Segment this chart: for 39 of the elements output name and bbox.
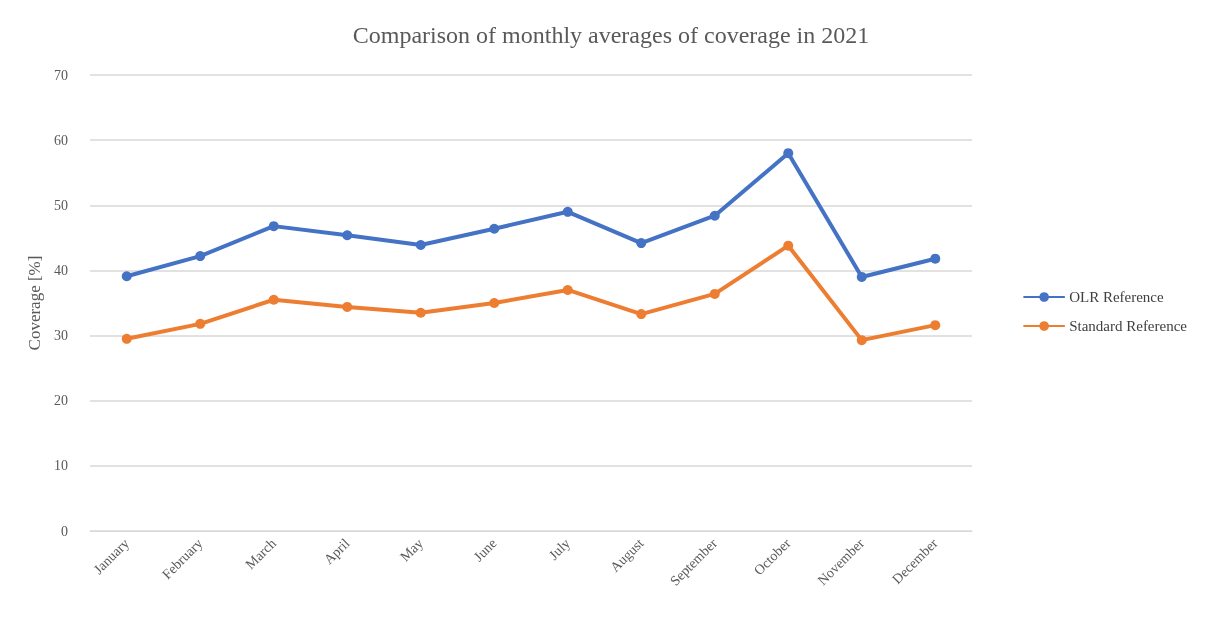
- point: [489, 298, 500, 308]
- point: [783, 240, 794, 251]
- x-tick-label: June: [470, 535, 500, 565]
- x-tick-label: May: [397, 535, 427, 565]
- point: [930, 253, 941, 264]
- y-tick-label: 40: [54, 262, 68, 278]
- y-tick-label: 20: [54, 393, 68, 409]
- legend-label: Standard Reference: [1069, 318, 1188, 334]
- y-axis-title: Coverage [%]: [25, 255, 45, 351]
- point: [636, 309, 647, 320]
- point: [415, 240, 426, 251]
- point: [268, 221, 279, 232]
- point: [636, 238, 647, 249]
- point: [856, 335, 867, 346]
- y-tick-label: 60: [54, 132, 68, 148]
- y-tick-label: 0: [61, 523, 68, 539]
- legend-label: OLR Reference: [1069, 289, 1165, 305]
- y-tick-label: 50: [54, 197, 68, 213]
- point: [195, 318, 206, 329]
- point: [709, 210, 720, 221]
- point: [268, 294, 279, 305]
- point: [121, 271, 132, 282]
- point: [562, 284, 573, 295]
- y-tick-label: 10: [54, 458, 68, 474]
- y-tick-label: 30: [54, 328, 68, 344]
- point: [342, 301, 353, 312]
- y-tick-label: 70: [54, 67, 68, 83]
- point: [562, 206, 573, 217]
- x-tick-label: July: [545, 535, 574, 563]
- chart-title: Comparison of monthly averages of coverage in 2021: [352, 22, 870, 48]
- point: [342, 230, 353, 241]
- point: [783, 148, 794, 159]
- point: [930, 320, 941, 331]
- point: [856, 271, 867, 282]
- point: [489, 223, 500, 234]
- point: [195, 251, 206, 262]
- point: [709, 288, 720, 299]
- point: [415, 307, 426, 318]
- point: [121, 333, 132, 344]
